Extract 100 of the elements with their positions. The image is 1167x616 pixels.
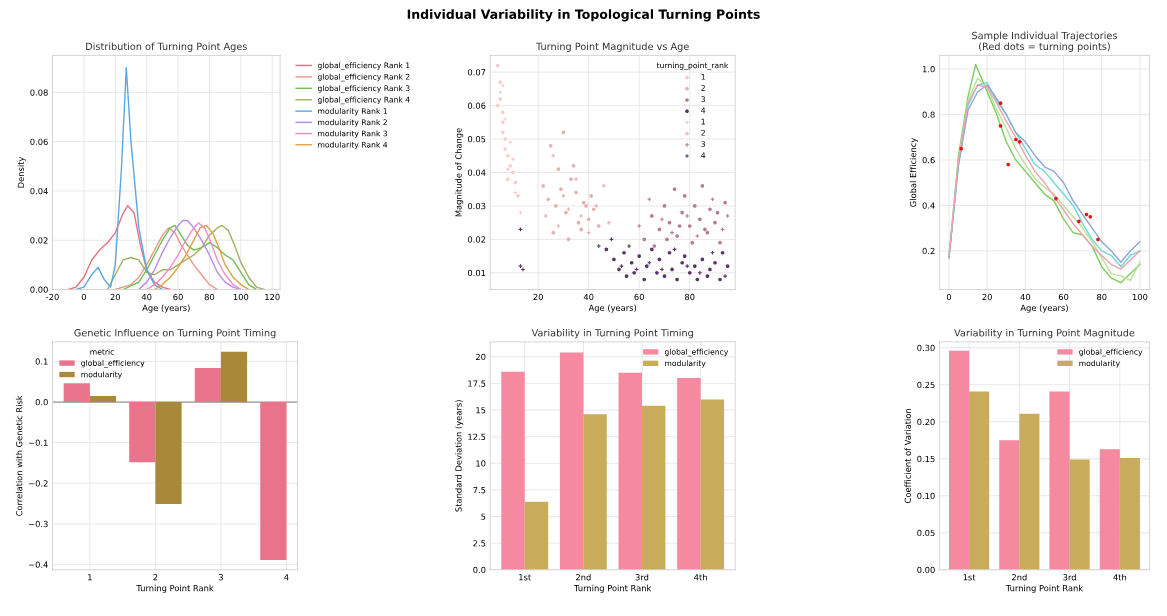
point xyxy=(574,190,578,195)
y-tick-label: 0.30 xyxy=(917,344,935,352)
point xyxy=(723,200,727,205)
bar xyxy=(1019,413,1040,570)
point xyxy=(959,146,964,151)
point xyxy=(626,243,632,249)
point xyxy=(596,224,601,228)
x-tick-label: 4 xyxy=(284,574,289,581)
point xyxy=(586,217,591,222)
x-tick-label: 60 xyxy=(173,293,183,301)
point xyxy=(559,187,563,192)
bar xyxy=(700,399,725,570)
point xyxy=(650,214,654,218)
y-tick-label: 0.07 xyxy=(467,69,486,76)
y-tick-label: 20 xyxy=(475,353,486,361)
point xyxy=(695,277,700,282)
point xyxy=(675,277,679,282)
y-tick-label: 0.0 xyxy=(473,566,486,574)
point xyxy=(503,147,508,151)
bar xyxy=(63,383,90,403)
point xyxy=(675,234,679,238)
point xyxy=(637,254,642,258)
point xyxy=(569,177,573,182)
point xyxy=(642,277,647,282)
point xyxy=(718,277,722,282)
point xyxy=(662,204,667,208)
x-tick-label: 1st xyxy=(519,574,531,581)
bar xyxy=(1119,458,1140,570)
y-tick-label: −0.1 xyxy=(29,439,48,446)
chart-title: Variability in Turning Point Magnitude xyxy=(954,328,1135,339)
y-tick-label: 0.0 xyxy=(35,398,48,406)
point xyxy=(564,210,568,215)
x-tick-label: -20 xyxy=(46,293,59,301)
point xyxy=(650,247,654,252)
y-tick-label: 0.00 xyxy=(917,566,935,574)
y-tick-label: 0.08 xyxy=(30,89,48,96)
point xyxy=(725,264,730,268)
x-axis-title: Age (years) xyxy=(142,304,190,313)
y-tick-label: 0.02 xyxy=(467,236,486,243)
x-tick-label: 1st xyxy=(963,574,976,581)
x-tick-label: 40 xyxy=(583,293,594,301)
point xyxy=(672,187,677,192)
y-tick-label: 0.2 xyxy=(922,247,935,255)
y-tick-label: 0.06 xyxy=(467,102,486,109)
x-tick-label: 20 xyxy=(982,293,992,301)
y-tick-label: 0.6 xyxy=(922,156,935,164)
x-axis-title: Turning Point Rank xyxy=(573,584,652,593)
point xyxy=(541,184,546,188)
point xyxy=(571,163,576,168)
y-tick-label: 0.04 xyxy=(467,169,486,176)
x-tick-label: 60 xyxy=(634,293,644,301)
point xyxy=(617,267,621,272)
point xyxy=(495,103,500,108)
x-tick-label: 0 xyxy=(81,293,86,301)
x-tick-label: 80 xyxy=(1097,293,1107,301)
y-tick-label: 0.06 xyxy=(30,138,48,145)
point xyxy=(629,260,634,265)
y-tick-label: 0.15 xyxy=(917,455,935,463)
point xyxy=(713,260,717,265)
y-tick-label: 0.25 xyxy=(917,381,935,389)
point xyxy=(500,130,505,135)
x-axis-title: Age (years) xyxy=(588,304,637,313)
point xyxy=(652,244,657,248)
x-tick-label: 0 xyxy=(946,293,952,301)
point xyxy=(1096,237,1100,242)
bar xyxy=(524,501,549,570)
bar xyxy=(948,350,970,570)
x-tick-label: 20 xyxy=(110,293,121,301)
y-tick-label: 0.05 xyxy=(917,529,935,537)
bar xyxy=(155,402,182,504)
point xyxy=(687,270,692,275)
point xyxy=(556,167,561,171)
point xyxy=(692,264,697,268)
bar xyxy=(260,402,287,561)
bar xyxy=(89,395,117,403)
point xyxy=(667,250,672,255)
point xyxy=(500,110,505,115)
x-tick-label: 2nd xyxy=(576,573,591,581)
point xyxy=(708,207,712,212)
point xyxy=(1054,196,1058,201)
y-tick-label: 0.04 xyxy=(30,187,48,195)
point xyxy=(687,224,692,228)
x-tick-label: 80 xyxy=(685,293,695,301)
point xyxy=(998,124,1003,128)
point xyxy=(498,97,503,101)
y-tick-label: 15 xyxy=(476,407,486,414)
bar xyxy=(618,372,642,570)
point xyxy=(516,194,520,198)
x-tick-label: 20 xyxy=(533,293,543,301)
x-tick-label: 2 xyxy=(153,574,158,581)
bar xyxy=(129,402,156,463)
bar xyxy=(1049,391,1070,570)
point xyxy=(644,264,649,268)
point xyxy=(682,254,687,258)
point xyxy=(998,101,1003,105)
point xyxy=(584,204,588,208)
bar xyxy=(1099,449,1120,570)
x-tick-label: 3rd xyxy=(635,573,649,581)
y-axis-title: Correlation with Genetic Risk xyxy=(15,395,23,516)
point xyxy=(502,116,508,122)
